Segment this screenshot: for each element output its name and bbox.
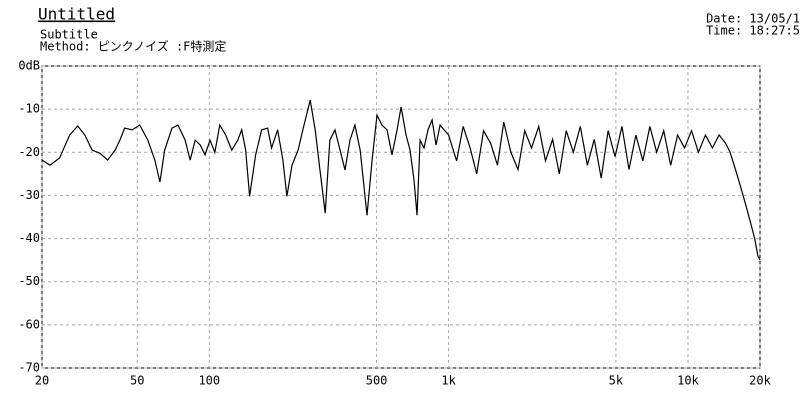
y-tick-label: -40 (18, 231, 40, 245)
response-line (41, 99, 761, 261)
x-tick-label: 100 (198, 374, 220, 388)
y-tick-label: -50 (18, 274, 40, 288)
y-tick-label: -20 (18, 145, 40, 159)
x-tick-label: 10k (677, 374, 699, 388)
x-tick-label: 50 (130, 374, 144, 388)
y-tick-label: 0dB (18, 59, 40, 73)
method: Method: ピンクノイズ :F特測定 (40, 39, 226, 54)
x-tick-label: 1k (441, 374, 456, 388)
time: Time: 18:27:5 (706, 24, 800, 38)
x-tick-label: 5k (609, 374, 624, 388)
chart-subtitle: Subtitle (40, 28, 98, 42)
y-tick-label: -60 (18, 317, 40, 331)
x-tick-label: 20k (749, 374, 771, 388)
chart-title: Untitled (38, 5, 115, 24)
y-tick-label: -10 (18, 102, 40, 116)
plot-frame (41, 65, 761, 369)
y-tick-label: -30 (18, 188, 40, 202)
x-tick-label: 500 (366, 374, 388, 388)
y-tick-label: -70 (18, 361, 40, 375)
date: Date: 13/05/1 (706, 12, 800, 26)
x-tick-label: 20 (35, 374, 49, 388)
